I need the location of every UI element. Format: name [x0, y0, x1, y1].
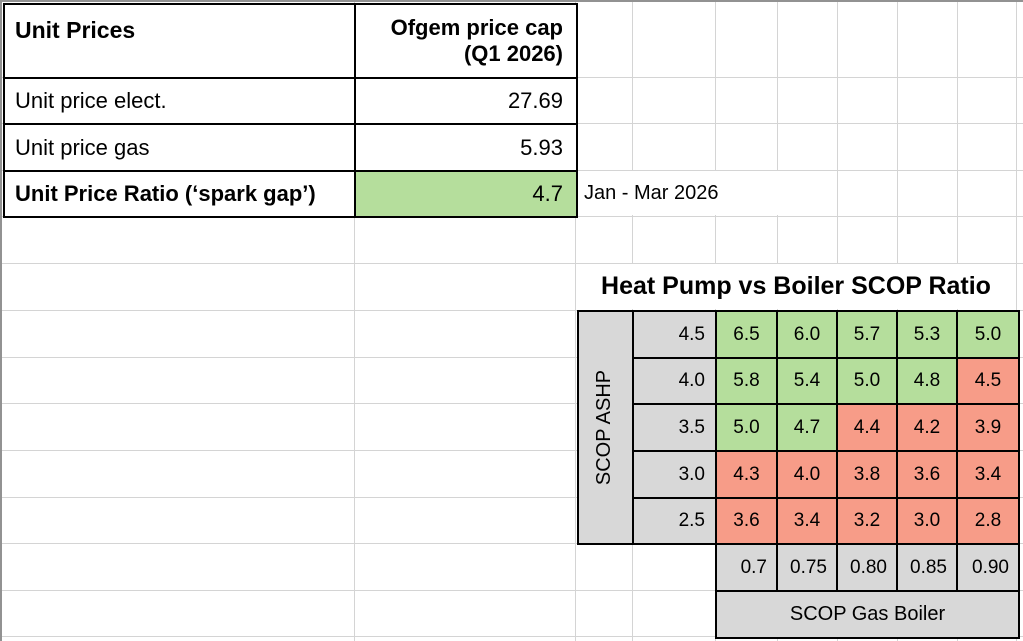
matrix-cell-3-1[interactable]: 4.0 [776, 450, 838, 499]
gridline-horizontal [2, 497, 1023, 498]
gridline-horizontal [2, 636, 1023, 637]
unit-prices-title-cell[interactable]: Unit Prices [3, 3, 356, 79]
gridline-vertical [575, 2, 576, 641]
matrix-cell-2-1[interactable]: 4.7 [776, 403, 838, 452]
matrix-spacer [578, 591, 633, 638]
matrix-cell-2-3[interactable]: 4.2 [896, 403, 958, 452]
unit-price-elect-label-cell[interactable]: Unit price elect. [3, 77, 356, 125]
matrix-row-header-2[interactable]: 3.5 [632, 403, 717, 452]
matrix-cell-2-0[interactable]: 5.0 [715, 403, 778, 452]
unit-price-gas-value-cell[interactable]: 5.93 [354, 123, 578, 172]
matrix-spacer [633, 544, 716, 591]
matrix-cell-3-0[interactable]: 4.3 [715, 450, 778, 499]
matrix-cell-3-4[interactable]: 3.4 [956, 450, 1020, 499]
price-cap-header-line2: (Q1 2026) [463, 41, 563, 66]
matrix-cell-0-2[interactable]: 5.7 [836, 310, 898, 359]
matrix-cell-4-0[interactable]: 3.6 [715, 497, 778, 545]
matrix-col-header-0[interactable]: 0.7 [715, 543, 778, 592]
matrix-cell-1-2[interactable]: 5.0 [836, 357, 898, 405]
matrix-cell-4-3[interactable]: 3.0 [896, 497, 958, 545]
scop-ashp-axis-label: SCOP ASHP [593, 369, 616, 486]
gridline-horizontal [2, 403, 1023, 404]
gridline-vertical [354, 2, 355, 641]
scop-ashp-axis-cell[interactable]: SCOP ASHP [577, 310, 634, 545]
scop-gas-boiler-axis-cell[interactable]: SCOP Gas Boiler [715, 590, 1020, 639]
period-note-cell[interactable]: Jan - Mar 2026 [577, 171, 836, 215]
matrix-spacer [633, 591, 716, 638]
matrix-col-header-3[interactable]: 0.85 [896, 543, 958, 592]
unit-price-gas-label-cell[interactable]: Unit price gas [3, 123, 356, 172]
gridline-horizontal [2, 310, 1023, 311]
scop-matrix-table: SCOP ASHP 4.5 6.5 6.0 5.7 5.3 5.0 4.0 5.… [577, 310, 1020, 639]
matrix-spacer [578, 544, 633, 591]
scop-ashp-axis-wrap: SCOP ASHP [580, 313, 630, 542]
window-left-edge [0, 0, 2, 641]
window-top-edge [0, 0, 1023, 2]
gridline-horizontal [2, 590, 1023, 591]
price-cap-header-cell[interactable]: Ofgem price cap (Q1 2026) [354, 3, 578, 79]
matrix-cell-0-0[interactable]: 6.5 [715, 310, 778, 359]
matrix-cell-0-1[interactable]: 6.0 [776, 310, 838, 359]
matrix-cell-1-1[interactable]: 5.4 [776, 357, 838, 405]
matrix-col-header-4[interactable]: 0.90 [956, 543, 1020, 592]
matrix-cell-1-0[interactable]: 5.8 [715, 357, 778, 405]
matrix-cell-1-4[interactable]: 4.5 [956, 357, 1020, 405]
matrix-col-header-1[interactable]: 0.75 [776, 543, 838, 592]
matrix-row-header-4[interactable]: 2.5 [632, 497, 717, 545]
matrix-cell-0-4[interactable]: 5.0 [956, 310, 1020, 359]
matrix-cell-3-3[interactable]: 3.6 [896, 450, 958, 499]
matrix-cell-4-1[interactable]: 3.4 [776, 497, 838, 545]
matrix-cell-2-4[interactable]: 3.9 [956, 403, 1020, 452]
matrix-cell-3-2[interactable]: 3.8 [836, 450, 898, 499]
matrix-cell-4-2[interactable]: 3.2 [836, 497, 898, 545]
matrix-cell-2-2[interactable]: 4.4 [836, 403, 898, 452]
price-cap-header-line1: Ofgem price cap [390, 15, 563, 40]
matrix-row-header-1[interactable]: 4.0 [632, 357, 717, 405]
gridline-horizontal [2, 357, 1023, 358]
matrix-cell-4-4[interactable]: 2.8 [956, 497, 1020, 545]
unit-price-elect-value-cell[interactable]: 27.69 [354, 77, 578, 125]
matrix-cell-0-3[interactable]: 5.3 [896, 310, 958, 359]
gridline-horizontal [2, 450, 1023, 451]
spark-gap-label-cell[interactable]: Unit Price Ratio (‘spark gap’) [3, 170, 356, 218]
matrix-row-header-3[interactable]: 3.0 [632, 450, 717, 499]
unit-prices-table: Unit Prices Ofgem price cap (Q1 2026) Un… [3, 3, 578, 218]
scop-matrix-title[interactable]: Heat Pump vs Boiler SCOP Ratio [576, 264, 1016, 309]
gridline-horizontal [2, 543, 1023, 544]
matrix-cell-1-3[interactable]: 4.8 [896, 357, 958, 405]
spark-gap-value-cell[interactable]: 4.7 [354, 170, 578, 218]
gridline-horizontal [2, 263, 1023, 264]
matrix-col-header-2[interactable]: 0.80 [836, 543, 898, 592]
matrix-row-header-0[interactable]: 4.5 [632, 310, 717, 359]
